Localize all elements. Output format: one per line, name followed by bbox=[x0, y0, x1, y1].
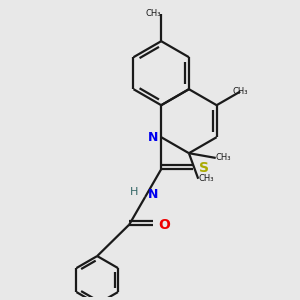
Text: S: S bbox=[199, 160, 209, 175]
Text: CH₃: CH₃ bbox=[216, 153, 231, 162]
Text: H: H bbox=[130, 187, 138, 197]
Text: O: O bbox=[158, 218, 170, 232]
Text: CH₃: CH₃ bbox=[146, 10, 161, 19]
Text: N: N bbox=[148, 188, 158, 201]
Text: N: N bbox=[148, 131, 159, 144]
Text: CH₃: CH₃ bbox=[232, 87, 248, 96]
Text: CH₃: CH₃ bbox=[198, 174, 214, 183]
